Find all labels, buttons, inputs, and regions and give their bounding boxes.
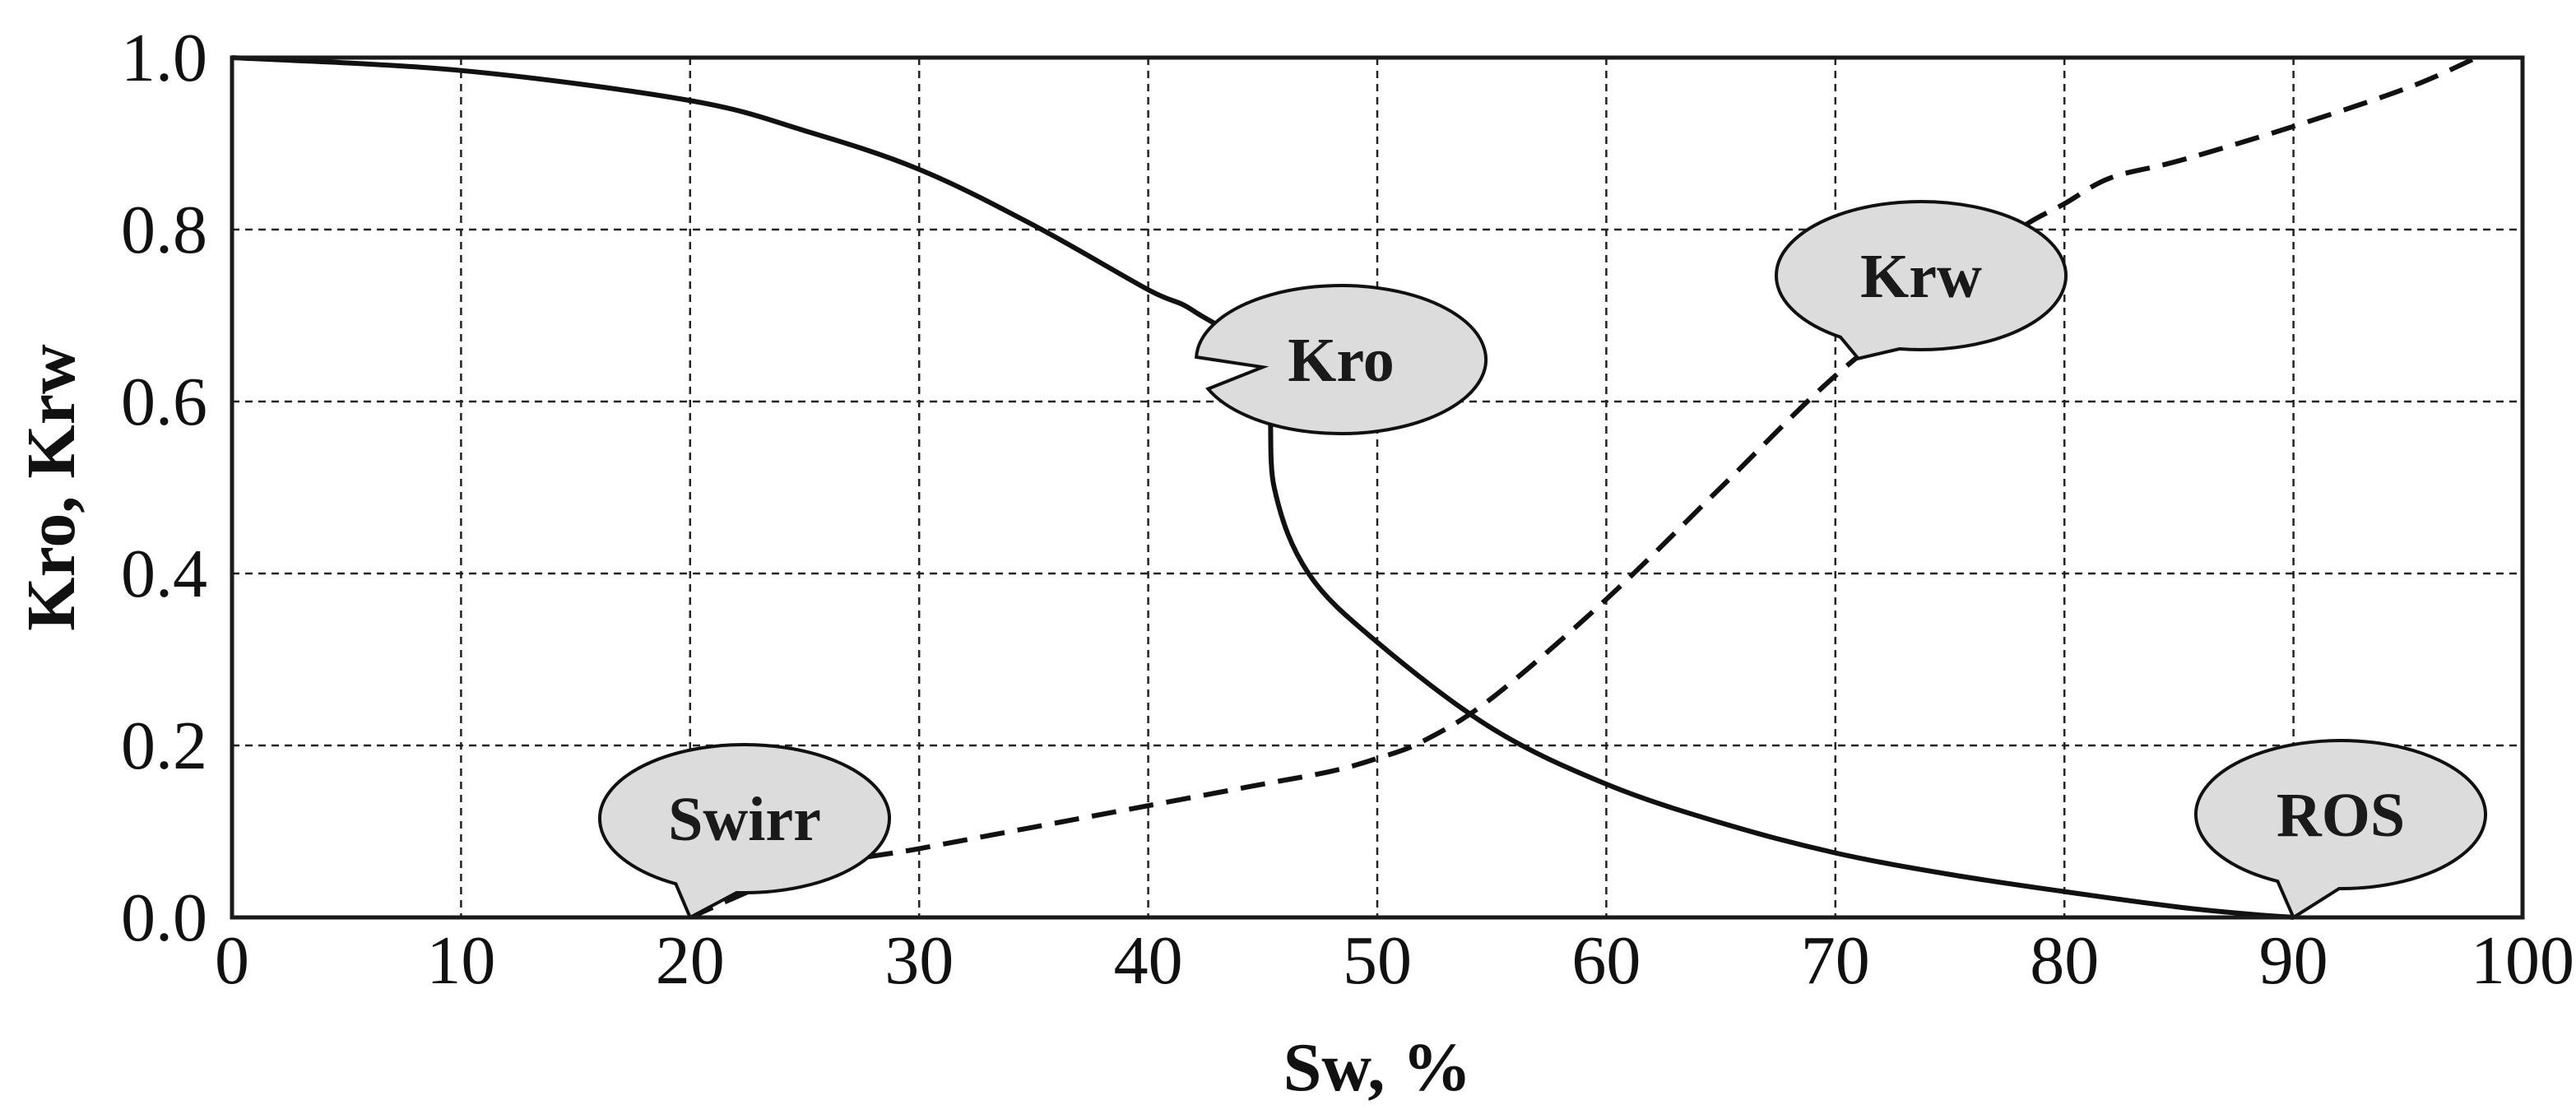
callout-bubble-swirr [598, 743, 891, 920]
y-tick-label: 0.6 [121, 364, 207, 440]
callout-bubble-krw [1775, 200, 2068, 360]
x-tick-label: 10 [426, 922, 495, 999]
x-tick-label: 90 [2259, 922, 2328, 999]
x-tick-label: 100 [2471, 922, 2574, 999]
x-tick-label: 0 [215, 922, 249, 999]
callout-label-swirr: Swirr [668, 785, 821, 854]
y-tick-label: 0.0 [121, 880, 207, 956]
x-tick-label: 30 [884, 922, 954, 999]
series-line-krw [689, 55, 2478, 920]
callout-bubble-kro [1194, 284, 1488, 435]
y-tick-label: 0.2 [121, 708, 207, 784]
x-tick-label: 80 [2030, 922, 2099, 999]
x-tick-label: 70 [1801, 922, 1870, 999]
x-tick-label: 20 [656, 922, 725, 999]
x-axis-title: Sw, % [1283, 1029, 1472, 1106]
callout-label-krw: Krw [1860, 242, 1982, 311]
callout-label-ros: ROS [2277, 781, 2405, 850]
callout-label-kro: Kro [1288, 326, 1394, 395]
tick-labels: 0 10 20 30 40 50 60 70 80 90 100 0.0 0.2 0.4 0.6 0.8 1.0 [121, 20, 2574, 999]
x-tick-label: 60 [1571, 922, 1641, 999]
y-tick-label: 0.4 [121, 536, 207, 612]
y-tick-label: 0.8 [121, 192, 207, 268]
y-axis-title: Kro, Krw [13, 344, 90, 631]
y-tick-label: 1.0 [121, 20, 207, 96]
plot-frame [230, 55, 2525, 920]
series-line-kro [231, 55, 2294, 920]
x-tick-label: 50 [1343, 922, 1412, 999]
series-layer [231, 55, 2478, 920]
callouts: Kro Krw Swirr ROS [598, 200, 2487, 920]
callout-bubble-ros [2193, 739, 2487, 920]
x-tick-label: 40 [1114, 922, 1183, 999]
grid [232, 58, 2523, 917]
